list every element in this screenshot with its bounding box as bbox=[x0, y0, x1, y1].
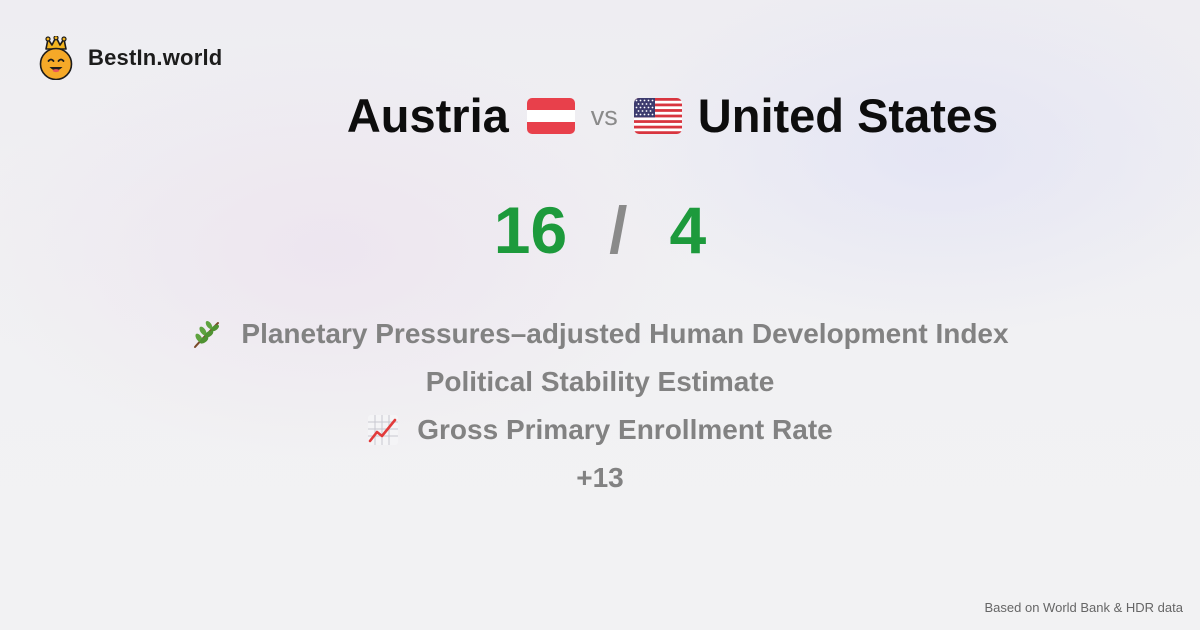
austria-flag-icon bbox=[526, 97, 575, 134]
metrics-list: Planetary Pressures–adjusted Human Devel… bbox=[0, 310, 1200, 502]
right-score: 4 bbox=[669, 193, 707, 267]
metric-item: Planetary Pressures–adjusted Human Devel… bbox=[0, 310, 1200, 358]
left-score: 16 bbox=[493, 193, 568, 267]
usa-flag-icon bbox=[633, 97, 682, 134]
metric-label: Gross Primary Enrollment Rate bbox=[417, 414, 833, 445]
brand-name: BestIn.world bbox=[88, 45, 223, 70]
metric-label: Planetary Pressures–adjusted Human Devel… bbox=[241, 318, 1009, 349]
score-separator: / bbox=[609, 193, 628, 267]
data-source-note: Based on World Bank & HDR data bbox=[984, 600, 1183, 615]
crowned-smiley-icon bbox=[39, 36, 73, 80]
comparison-title: Austria vs United States bbox=[0, 88, 1200, 143]
metric-label: Political Stability Estimate bbox=[425, 366, 775, 397]
metric-item: Gross Primary Enrollment Rate bbox=[0, 406, 1200, 454]
metric-item: Political Stability Estimate bbox=[0, 358, 1200, 406]
score: 16 / 4 bbox=[0, 192, 1200, 268]
right-country-name: United States bbox=[697, 89, 999, 142]
brand[interactable]: BestIn.world bbox=[38, 36, 222, 80]
left-country-name: Austria bbox=[346, 89, 509, 142]
herb-icon bbox=[194, 320, 220, 348]
chart-increasing-icon bbox=[368, 415, 399, 445]
vs-label: vs bbox=[590, 101, 618, 131]
more-metrics-count: +13 bbox=[576, 462, 624, 493]
